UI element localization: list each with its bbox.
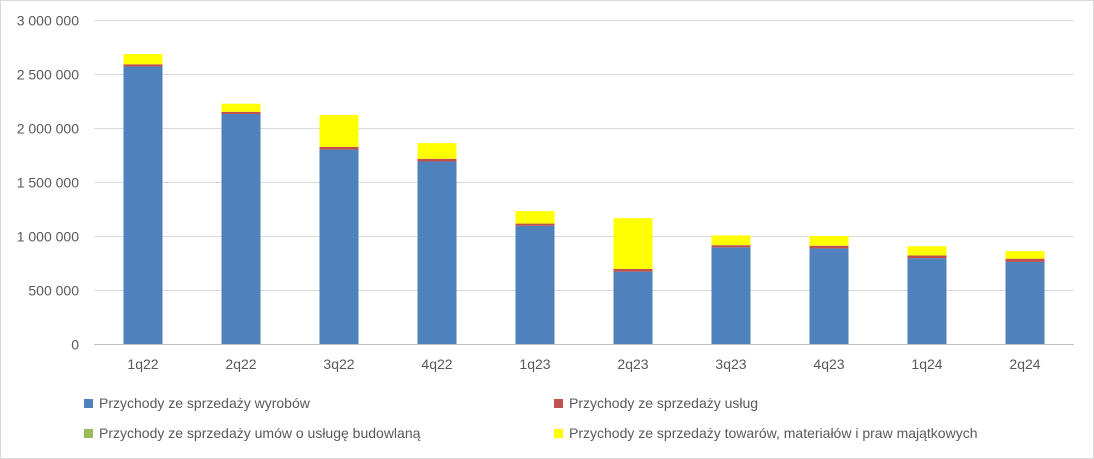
bar-segment-1q24-series-1 <box>907 255 947 259</box>
bar-segment-2q23-series-3 <box>613 218 653 269</box>
y-tick-label: 3 000 000 <box>17 13 79 29</box>
bar-segment-3q22-series-1 <box>319 146 359 150</box>
bar-segment-1q23-series-1 <box>515 223 555 226</box>
legend-item-uslug: Przychody ze sprzedaży usług <box>554 395 758 411</box>
bar-segment-3q23-series-1 <box>711 245 751 248</box>
bar-segment-3q23-series-3 <box>711 235 751 246</box>
x-tick-label: 4q22 <box>421 356 452 372</box>
legend-swatch-budowlana <box>84 428 93 438</box>
bar-segment-1q22-series-3 <box>123 54 163 65</box>
bar-segment-4q23-series-0 <box>809 248 849 344</box>
x-tick-label: 2q24 <box>1009 356 1040 372</box>
legend-item-towarow: Przychody ze sprzedaży towarów, materiał… <box>554 425 978 441</box>
legend-item-wyrobow: Przychody ze sprzedaży wyrobów <box>84 395 310 411</box>
bar-segment-2q22-series-1 <box>221 111 261 114</box>
bar-segment-2q24-series-3 <box>1005 251 1045 259</box>
bar-segment-2q23-series-0 <box>613 271 653 344</box>
x-tick-label: 1q24 <box>911 356 942 372</box>
stacked-bar-chart: 0 500 000 1 000 000 1 500 000 2 000 000 2 500… <box>17 13 1074 372</box>
bar-segment-1q22-series-0 <box>123 66 163 344</box>
x-tick-label: 1q23 <box>519 356 550 372</box>
bar-segment-4q22-series-0 <box>417 161 457 344</box>
y-tick-label: 500 000 <box>28 283 79 299</box>
bar-segment-2q24-series-1 <box>1005 258 1045 262</box>
bar-segment-2q23-series-1 <box>613 268 653 272</box>
legend: Przychody ze sprzedaży wyrobów Przychody… <box>1 389 1094 459</box>
bar-segment-1q24-series-3 <box>907 246 947 256</box>
bar-segment-3q23-series-0 <box>711 247 751 344</box>
bar-segment-4q22-series-3 <box>417 143 457 159</box>
legend-swatch-wyrobow <box>84 398 93 408</box>
y-tick-label: 0 <box>71 337 79 353</box>
legend-item-budowlana: Przychody ze sprzedaży umów o usługę bud… <box>84 425 420 441</box>
x-tick-label: 2q22 <box>225 356 256 372</box>
y-tick-label: 1 000 000 <box>17 229 79 245</box>
legend-label-budowlana: Przychody ze sprzedaży umów o usługę bud… <box>99 425 421 441</box>
bar-segment-1q22-series-1 <box>123 64 163 67</box>
bar-segment-1q24-series-0 <box>907 258 947 344</box>
y-tick-label: 2 500 000 <box>17 67 79 83</box>
y-tick-label: 1 500 000 <box>17 175 79 191</box>
bar-segment-2q24-series-0 <box>1005 261 1045 344</box>
legend-swatch-towarow <box>554 428 563 438</box>
bar-segment-1q23-series-0 <box>515 225 555 344</box>
legend-label-wyrobow: Przychody ze sprzedaży wyrobów <box>99 395 310 411</box>
y-tick-label: 2 000 000 <box>17 121 79 137</box>
legend-label-uslug: Przychody ze sprzedaży usług <box>569 395 759 411</box>
bar-segment-1q23-series-3 <box>515 211 555 224</box>
x-tick-label: 4q23 <box>813 356 844 372</box>
bar-segment-3q22-series-0 <box>319 149 359 344</box>
x-tick-label: 3q22 <box>323 356 354 372</box>
x-tick-label: 3q23 <box>715 356 746 372</box>
legend-swatch-uslug <box>554 398 563 408</box>
bar-segment-4q23-series-1 <box>809 245 849 249</box>
bar-segment-4q22-series-1 <box>417 158 457 162</box>
bar-segment-2q22-series-3 <box>221 103 261 112</box>
x-tick-label: 2q23 <box>617 356 648 372</box>
bar-segment-4q23-series-3 <box>809 236 849 246</box>
bar-segment-2q22-series-0 <box>221 113 261 345</box>
legend-label-towarow: Przychody ze sprzedaży towarów, materiał… <box>569 425 978 441</box>
x-tick-label: 1q22 <box>127 356 158 372</box>
bar-segment-3q22-series-3 <box>319 115 359 147</box>
